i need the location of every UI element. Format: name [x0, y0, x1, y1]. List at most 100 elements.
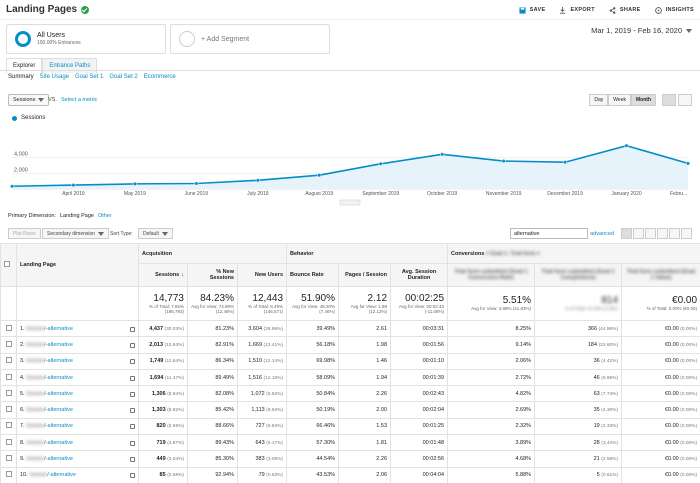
external-link-icon[interactable] [130, 408, 135, 414]
line-chart-icon[interactable] [662, 94, 676, 106]
row-checkbox[interactable] [0, 352, 17, 370]
sessions-header[interactable]: Sessions ↓ [138, 263, 188, 287]
sort-type-select[interactable]: Default [138, 228, 173, 239]
goal-select[interactable]: ▾ Goal 1: Trial form ▾ [485, 250, 540, 257]
row-page-link[interactable]: /-alternative [44, 423, 73, 430]
row-goal-value-value: €0.00 [664, 407, 679, 414]
row-page-link[interactable]: /-alternative [44, 374, 73, 381]
row-checkbox[interactable] [0, 401, 17, 419]
row-checkbox[interactable] [0, 417, 17, 436]
chart-resize-handle [339, 199, 361, 206]
date-range-picker[interactable]: Mar 1, 2019 - Feb 16, 2020 [591, 26, 692, 35]
table-search-input[interactable]: alternative [510, 228, 588, 239]
checkbox-icon [5, 406, 12, 413]
other-dimension-link[interactable]: Other [97, 213, 112, 219]
row-page[interactable]: 6. /xxxxxx/-alternative [16, 401, 139, 419]
row-checkbox[interactable] [0, 385, 17, 403]
metric-select[interactable]: Sessions [8, 94, 50, 106]
goal-value-header[interactable]: Trial form submitted (Goal 1 Value) [621, 263, 700, 287]
avg-duration-header[interactable]: Avg. Session Duration [390, 263, 449, 287]
row-checkbox[interactable] [0, 466, 17, 483]
external-link-icon[interactable] [130, 375, 135, 381]
row-page[interactable]: 3. /xxxxxx/-alternative [16, 352, 139, 370]
segment-all-users[interactable]: All Users 100.00% Entrances [6, 24, 166, 54]
insights-button[interactable]: INSIGHTS [654, 6, 694, 14]
landing-page-header[interactable]: Landing Page [16, 243, 139, 287]
external-link-icon[interactable] [130, 342, 135, 348]
term-cloud-icon[interactable] [669, 228, 680, 239]
bounce-rate-header[interactable]: Bounce Rate [286, 263, 340, 287]
row-page-link[interactable]: /-alternative [47, 472, 76, 479]
row-checkbox[interactable] [0, 450, 17, 468]
pages-session-header[interactable]: Pages / Session [338, 263, 392, 287]
row-page[interactable]: 2. /xxxxxx/-alternative [16, 336, 139, 354]
table-controls: Plot Rows Secondary dimension Sort Type:… [8, 228, 692, 240]
pie-view-icon[interactable] [633, 228, 644, 239]
subnav-goal-set-1[interactable]: Goal Set 1 [75, 74, 104, 80]
new-sessions-header[interactable]: % New Sessions [187, 263, 238, 287]
external-link-icon[interactable] [130, 391, 135, 397]
subnav-ecommerce[interactable]: Ecommerce [143, 74, 176, 80]
row-number: 9. [20, 456, 25, 463]
row-checkbox[interactable] [0, 336, 17, 354]
subnav-summary[interactable]: Summary [8, 74, 34, 80]
tab-entrance-paths[interactable]: Entrance Paths [42, 58, 98, 73]
row-checkbox[interactable] [0, 368, 17, 387]
row-page-link[interactable]: /-alternative [44, 407, 73, 414]
select-all-cell[interactable] [0, 243, 17, 287]
motion-chart-icon[interactable] [678, 94, 692, 106]
goal-rate-header[interactable]: Trial form submitted (Goal 1 Conversion … [447, 263, 536, 287]
row-page-link[interactable]: /-alternative [44, 358, 73, 365]
row-page[interactable]: 5. /xxxxxx/-alternative [16, 385, 139, 403]
add-segment-button[interactable]: + Add Segment [170, 24, 330, 54]
date-range-label: Mar 1, 2019 - Feb 16, 2020 [591, 26, 682, 35]
period-day[interactable]: Day [589, 94, 609, 106]
subnav-goal-set-2[interactable]: Goal Set 2 [109, 74, 138, 80]
save-button[interactable]: SAVE [519, 6, 546, 14]
advanced-filter-link[interactable]: advanced [590, 231, 614, 237]
secondary-dimension-select[interactable]: Secondary dimension [42, 228, 110, 239]
row-page-link[interactable]: /-alternative [44, 456, 73, 463]
external-link-icon[interactable] [130, 326, 135, 332]
goal-completions-header[interactable]: Trial form submitted (Goal 1 Completions… [534, 263, 623, 287]
row-sessions-pct: (0.58%) [167, 473, 184, 479]
row-number: 5. [20, 390, 25, 397]
table-view-icon[interactable] [621, 228, 632, 239]
external-link-icon[interactable] [130, 440, 135, 446]
period-week[interactable]: Week [608, 94, 631, 106]
sessions-line [11, 144, 689, 188]
row-checkbox[interactable] [0, 319, 17, 338]
subnav-site-usage[interactable]: Site Usage [39, 74, 70, 80]
row-checkbox[interactable] [0, 434, 17, 452]
row-page[interactable]: 9. /xxxxxx/-alternative [16, 450, 139, 468]
period-month[interactable]: Month [631, 94, 656, 106]
row-page-link[interactable]: /-alternative [44, 439, 73, 446]
row-new-sessions: 82.08% [187, 385, 238, 403]
external-link-icon[interactable] [130, 359, 135, 365]
export-button[interactable]: EXPORT [559, 6, 595, 14]
row-page-link[interactable]: /-alternative [44, 341, 73, 348]
sessions-point [71, 183, 76, 188]
new-users-header[interactable]: New Users [236, 263, 288, 287]
row-page-link[interactable]: /-alternative [44, 390, 73, 397]
share-label: SHARE [619, 7, 641, 13]
row-goal-value-value: €0.00 [664, 423, 679, 430]
external-link-icon[interactable] [130, 473, 135, 479]
comparison-view-icon[interactable] [657, 228, 668, 239]
primary-dimension-value[interactable]: Landing Page [59, 213, 94, 219]
external-link-icon[interactable] [130, 457, 135, 463]
share-button[interactable]: SHARE [609, 6, 641, 14]
row-new-users: 383 (3.08%) [236, 450, 288, 468]
row-page[interactable]: 1. /xxxxxx/-alternative [16, 319, 139, 338]
row-page[interactable]: 7. /xxxxxx/-alternative [16, 417, 139, 436]
row-page[interactable]: 10. /xxxxxx/-alternative [16, 466, 139, 483]
external-link-icon[interactable] [130, 424, 135, 430]
row-page[interactable]: 4. /xxxxxx/-alternative [16, 368, 139, 387]
tab-explorer[interactable]: Explorer [6, 58, 43, 73]
performance-view-icon[interactable] [645, 228, 656, 239]
row-page[interactable]: 8. /xxxxxx/-alternative [16, 434, 139, 452]
select-metric-link[interactable]: Select a metric [61, 97, 98, 103]
plot-rows-button[interactable]: Plot Rows [8, 228, 41, 239]
pivot-view-icon[interactable] [681, 228, 692, 239]
row-page-link[interactable]: /-alternative [44, 325, 73, 332]
